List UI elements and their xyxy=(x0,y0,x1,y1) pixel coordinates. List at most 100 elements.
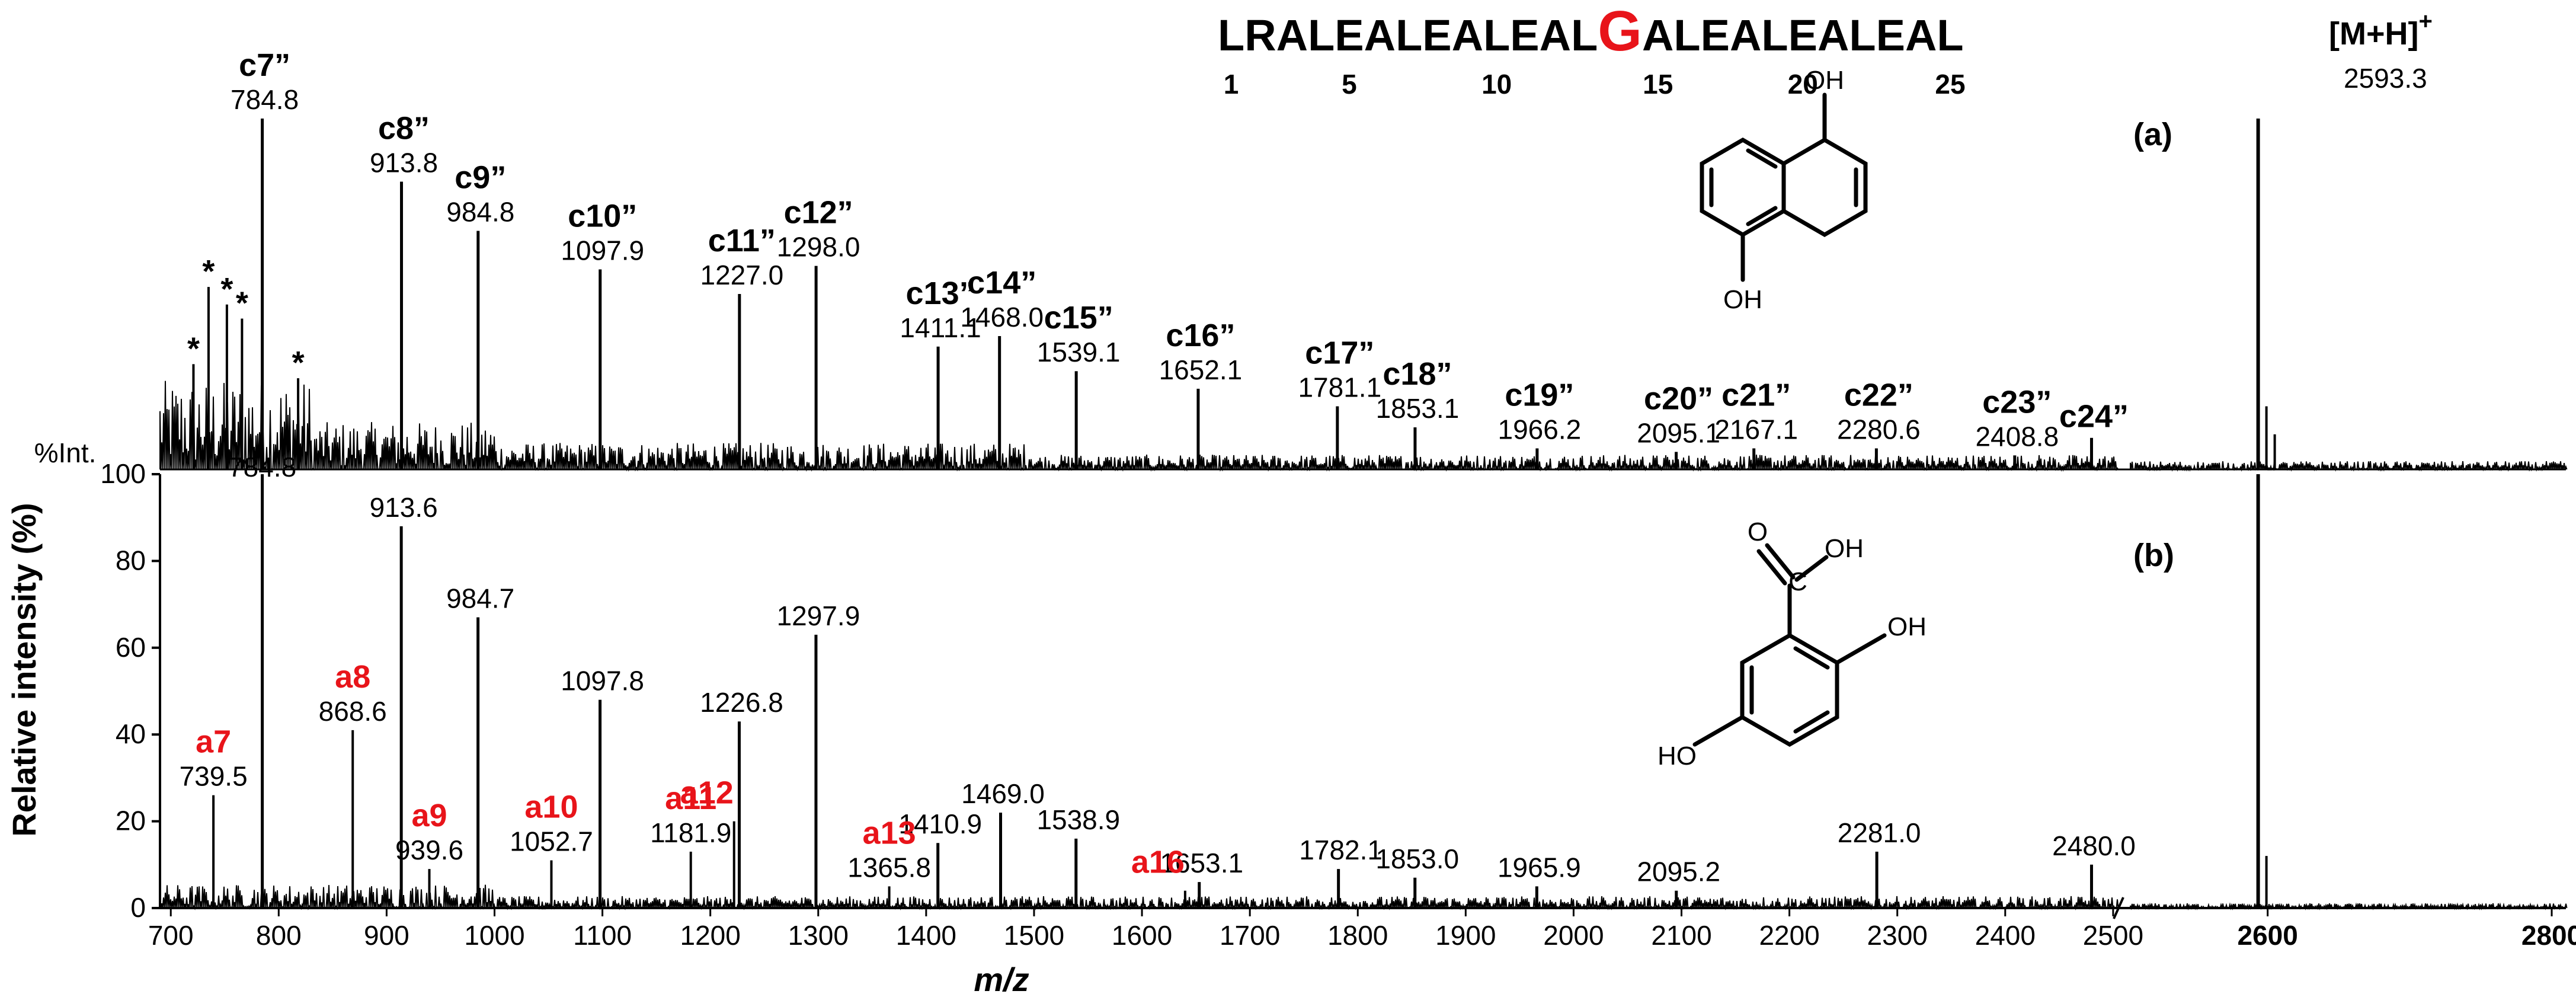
x-tick-label: 1800 xyxy=(1327,920,1388,951)
x-tick-label: 1700 xyxy=(1220,920,1280,951)
struct-b-acid-oh: OH xyxy=(1825,534,1864,563)
peak-b-mz-label: 1410.9 xyxy=(898,808,982,839)
a-ion-mz-label: 1181.9 xyxy=(650,817,731,848)
inset-x-tick-label: 2600 xyxy=(2237,920,2297,951)
a-ion-label: a9 xyxy=(411,798,447,833)
peak-a-mz-label: 1539.1 xyxy=(1037,337,1121,367)
peak-b-mz-label: 1853.0 xyxy=(1375,843,1459,874)
a-ion-label: a10 xyxy=(524,789,578,824)
peak-a-ion-label: c18” xyxy=(1383,356,1452,392)
peak-a-ion-label: c15” xyxy=(1044,300,1113,335)
x-tick-label: 2300 xyxy=(1867,920,1928,951)
peak-a-ion-label: c7” xyxy=(239,47,290,83)
peak-a-mz-label: 1227.0 xyxy=(700,260,783,290)
peak-a-ion-label: c16” xyxy=(1166,318,1235,353)
sequence-position-number: 25 xyxy=(1935,69,1965,100)
matrix-structure-b: O C OH OH HO xyxy=(1657,517,1927,771)
a-ion-mz-label: 1365.8 xyxy=(847,852,931,883)
x-axis-title: m/z xyxy=(974,961,1029,994)
peak-b-overlapped-label: 784.8 xyxy=(228,452,296,482)
peak-a-ion-label: c13” xyxy=(906,276,975,311)
peak-a-mz-label: 2280.6 xyxy=(1837,414,1921,445)
precursor-mz-label: 2593.3 xyxy=(2344,63,2427,94)
x-tick-label: 2500 xyxy=(2083,920,2143,951)
peak-a-ion-label: c20” xyxy=(1644,381,1713,416)
peak-a-mz-label: 1298.0 xyxy=(777,232,860,263)
x-tick-label: 2000 xyxy=(1543,920,1604,951)
a-ion-label: a13 xyxy=(863,815,916,851)
peak-a-ion-label: c21” xyxy=(1721,377,1791,413)
x-tick-label: 1500 xyxy=(1004,920,1064,951)
peak-a-ion-label: c9” xyxy=(455,159,506,195)
peak-a-mz-label: 1411.1 xyxy=(900,312,981,343)
x-tick-label: 800 xyxy=(256,920,302,951)
peak-a-mz-label: 1652.1 xyxy=(1159,354,1243,385)
peak-b-mz-label: 1965.9 xyxy=(1497,852,1581,883)
peak-a-ion-label: c10” xyxy=(568,199,637,234)
peak-a-ion-label: c22” xyxy=(1844,377,1913,413)
peak-a-ion-label: c17” xyxy=(1305,335,1374,370)
sequence-position-numbers: 1 5 10 15 20 25 xyxy=(1224,69,1966,100)
peak-labels: 784.8c7”913.8c8”984.8c9”1097.9c10”1227.0… xyxy=(180,47,2136,887)
peak-a-mz-label: 2408.8 xyxy=(1975,421,2059,452)
star-marker: * xyxy=(220,271,233,307)
peak-b-mz-label: 1538.9 xyxy=(1036,804,1120,835)
sequence-position-number: 1 xyxy=(1224,69,1239,100)
inset-x-tick-label: 2800 xyxy=(2521,920,2576,951)
peak-a-mz-label: 1853.1 xyxy=(1376,393,1460,424)
y-axis-title: Relative intensity (%) xyxy=(5,503,43,836)
x-tick-label: 2100 xyxy=(1651,920,1711,951)
sequence-position-number: 5 xyxy=(1342,69,1357,100)
panel-label-a: (a) xyxy=(2133,117,2172,152)
y-tick-label: 0 xyxy=(130,892,146,923)
peak-a-mz-label: 2095.1 xyxy=(1637,417,1720,448)
peak-b-mz-label: 1297.9 xyxy=(777,600,860,631)
a-ion-label: a16 xyxy=(1131,845,1185,880)
x-tick-label: 1400 xyxy=(896,920,956,951)
peak-b-mz-label: 2095.2 xyxy=(1637,856,1720,887)
peak-b-mz-label: 1226.8 xyxy=(700,687,783,718)
peak-a-mz-label: 1097.9 xyxy=(561,235,644,266)
peak-a-ion-label: c23” xyxy=(1982,384,2052,420)
struct-a-oh-top: OH xyxy=(1805,66,1844,95)
peak-b-mz-label: 1653.1 xyxy=(1160,848,1243,878)
peak-a-ion-label: c19” xyxy=(1505,377,1574,413)
star-marker: * xyxy=(292,345,305,381)
x-tick-label: 1100 xyxy=(573,920,632,951)
sequence-before: LRALEALEALEAL xyxy=(1218,11,1598,60)
matrix-structure-a: OH OH xyxy=(1700,66,1868,314)
a-ion-mz-label: 939.6 xyxy=(395,835,463,865)
peak-b-mz-label: 1782.1 xyxy=(1299,835,1383,865)
sequence-position-number: 10 xyxy=(1481,69,1512,100)
star-marker: * xyxy=(202,254,215,289)
y-axis-top-title: %Int. xyxy=(34,437,97,468)
peak-a-mz-label: 1781.1 xyxy=(1298,372,1381,402)
struct-b-carbon: C xyxy=(1788,567,1807,596)
peak-b-mz-label: 2480.0 xyxy=(2052,830,2136,861)
peak-a-mz-label: 784.8 xyxy=(231,84,299,115)
peak-b-mz-label: 2281.0 xyxy=(1838,817,1921,848)
struct-b-carbonyl-o: O xyxy=(1748,517,1768,546)
peak-a-ion-label: c8” xyxy=(378,111,430,146)
sequence-position-number: 20 xyxy=(1788,69,1818,100)
x-tick-label: 900 xyxy=(364,920,409,951)
struct-b-ho-5: HO xyxy=(1657,741,1697,771)
panel-label-b: (b) xyxy=(2133,538,2174,573)
a-ion-label: a12 xyxy=(680,775,734,811)
peak-a-mz-label: 984.8 xyxy=(446,196,514,227)
axis-break-mark xyxy=(2113,897,2124,919)
peak-a-mz-label: 1966.2 xyxy=(1498,414,1582,445)
a-ion-mz-label: 1052.7 xyxy=(510,826,593,856)
sequence-after: ALEALEALEAL xyxy=(1642,11,1964,60)
chart-axes: 0 20 40 60 80 100 700 800 900 1000 1100 1200 1300 140… xyxy=(100,458,2576,951)
star-marker: * xyxy=(187,331,200,366)
struct-b-oh-2: OH xyxy=(1887,612,1927,641)
x-tick-label: 2200 xyxy=(1759,920,1819,951)
struct-a-oh-bottom: OH xyxy=(1723,285,1762,314)
a-ion-label: a8 xyxy=(335,659,370,695)
x-tick-label: 1000 xyxy=(464,920,524,951)
a-ion-label: a7 xyxy=(196,724,231,760)
a-ion-mz-label: 868.6 xyxy=(319,696,387,727)
y-tick-label: 80 xyxy=(116,545,146,576)
